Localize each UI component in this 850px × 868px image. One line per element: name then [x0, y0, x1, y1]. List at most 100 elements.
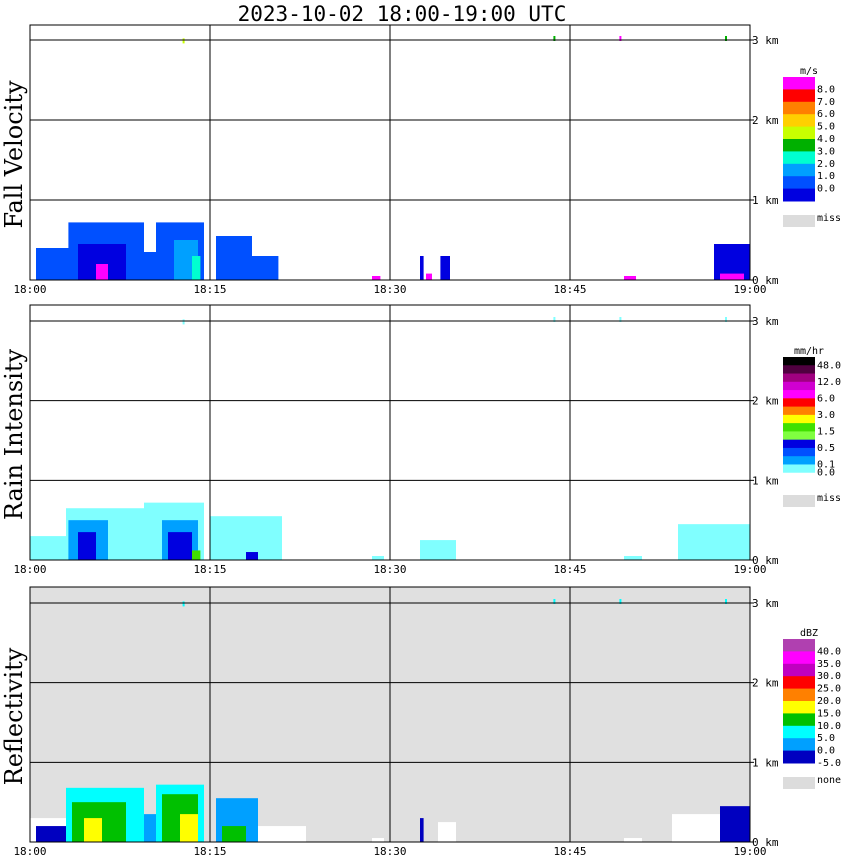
- reflectivity-echo-10: [222, 826, 246, 842]
- fall-velocity-legend-swatch-4: [783, 126, 815, 140]
- fall-velocity-legend-missing-swatch: [783, 215, 815, 227]
- rain-intensity-frame: [29, 304, 751, 561]
- rain-intensity-legend-unit: mm/hr: [794, 346, 824, 357]
- fall-velocity-ytick-label-1: 1 km: [752, 194, 779, 207]
- rain-intensity-echo-11: [420, 540, 456, 560]
- reflectivity-legend-label-6: 10.0: [817, 721, 841, 732]
- reflectivity-echo-13: [420, 818, 424, 842]
- reflectivity-legend-label-4: 20.0: [817, 696, 841, 707]
- reflectivity-echo-1: [36, 826, 72, 842]
- fall-velocity-xtick-label-2: 18:30: [373, 283, 406, 296]
- fall-velocity-legend-label-8: 0.0: [817, 184, 835, 195]
- fall-velocity-legend-label-3: 5.0: [817, 122, 835, 133]
- fall-velocity-echo-13: [426, 273, 432, 280]
- rain-intensity-echo-10: [372, 556, 384, 560]
- fall-velocity-echo-9: [252, 256, 279, 280]
- rain-intensity-axis-label: Rain Intensity: [0, 349, 28, 521]
- fall-velocity-legend-swatch-5: [783, 139, 815, 152]
- fall-velocity-legend-label-7: 1.0: [817, 171, 835, 182]
- reflectivity-echo-14: [438, 822, 456, 842]
- fall-velocity-echo-point-0: [182, 38, 185, 44]
- fall-velocity-legend-swatch-7: [783, 163, 815, 177]
- reflectivity-echo-8: [180, 814, 198, 842]
- fall-velocity-legend-swatch-8: [783, 176, 815, 190]
- rain-intensity-legend-label-4: 6.0: [817, 393, 835, 404]
- fall-velocity-legend-swatch-1: [783, 89, 815, 103]
- reflectivity-ytick-label-2: 2 km: [752, 677, 779, 690]
- reflectivity-ytick-label-0: 0 km: [752, 836, 779, 849]
- reflectivity-legend-label-0: 40.0: [817, 646, 841, 657]
- rain-intensity-echo-6: [168, 532, 192, 560]
- reflectivity-legend-swatch-0: [783, 639, 815, 652]
- rain-intensity-xtick-label-3: 18:45: [553, 563, 586, 576]
- rain-intensity-legend-label-10: 0.5: [817, 443, 835, 454]
- rain-intensity-xtick-label-0: 18:00: [13, 563, 46, 576]
- rain-intensity-echo-3: [78, 532, 96, 560]
- rain-intensity-legend-swatch-14: [783, 472, 815, 482]
- reflectivity-legend-label-7: 5.0: [817, 733, 835, 744]
- rain-intensity-legend-label-13: 0.0: [817, 468, 835, 479]
- reflectivity-echo-point-0: [182, 601, 185, 607]
- rain-intensity-echo-point-3: [725, 317, 727, 322]
- rain-intensity-echo-13: [678, 524, 750, 560]
- fall-velocity-ytick-label-0: 0 km: [752, 274, 779, 287]
- fall-velocity-legend-label-1: 7.0: [817, 97, 835, 108]
- rain-intensity-xtick-label-2: 18:30: [373, 563, 406, 576]
- fall-velocity-echo-11: [420, 256, 424, 280]
- reflectivity-legend-label-2: 30.0: [817, 671, 841, 682]
- reflectivity-echo-4: [84, 818, 102, 842]
- rain-intensity-ytick-label-1: 1 km: [752, 474, 779, 487]
- rain-intensity-legend-swatch-4: [783, 390, 815, 399]
- reflectivity-legend-swatch-3: [783, 676, 815, 690]
- fall-velocity-echo-7: [96, 264, 108, 280]
- rain-intensity-xtick-label-1: 18:15: [193, 563, 226, 576]
- rain-intensity-echo-point-1: [553, 317, 556, 322]
- rain-intensity-legend-swatch-10: [783, 439, 815, 449]
- rain-intensity-legend-missing-swatch: [783, 495, 815, 507]
- rain-intensity-ytick-label-0: 0 km: [752, 554, 779, 567]
- reflectivity-xtick-label-4: 19:00: [733, 845, 766, 858]
- reflectivity-xtick-label-3: 18:45: [553, 845, 586, 858]
- fall-velocity-legend-swatch-6: [783, 151, 815, 165]
- rain-intensity-legend-label-8: 1.5: [817, 426, 835, 437]
- fall-velocity-echo-16: [720, 273, 744, 280]
- fall-velocity-frame: [29, 24, 751, 281]
- chart-title: 2023-10-02 18:00-19:00 UTC: [238, 2, 567, 26]
- fall-velocity-legend-label-2: 6.0: [817, 109, 835, 120]
- fall-velocity-xtick-label-4: 19:00: [733, 283, 766, 296]
- fall-velocity-legend-label-0: 8.0: [817, 84, 835, 95]
- reflectivity-echo-12: [372, 838, 384, 842]
- fall-velocity-xtick-label-3: 18:45: [553, 283, 586, 296]
- rain-intensity-legend-label-0: 48.0: [817, 360, 841, 371]
- rain-intensity-legend-swatch-2: [783, 373, 815, 383]
- fall-velocity-echo-14: [624, 276, 636, 280]
- rain-intensity-echo-12: [624, 556, 642, 560]
- fall-velocity-ytick-label-3: 3 km: [752, 34, 779, 47]
- rain-intensity-legend-label-2: 12.0: [817, 377, 841, 388]
- rain-intensity-legend-swatch-3: [783, 381, 815, 391]
- reflectivity-legend-label-8: 0.0: [817, 746, 835, 757]
- reflectivity-legend-swatch-7: [783, 725, 815, 739]
- rain-intensity-legend-label-6: 3.0: [817, 410, 835, 421]
- fall-velocity-legend-label-6: 2.0: [817, 159, 835, 170]
- reflectivity-axis-label: Reflectivity: [0, 647, 28, 785]
- reflectivity-echo-point-2: [619, 599, 622, 604]
- reflectivity-legend-unit: dBZ: [800, 628, 818, 639]
- reflectivity-ytick-label-3: 3 km: [752, 597, 779, 610]
- rain-intensity-legend-swatch-11: [783, 447, 815, 457]
- fall-velocity-echo-10: [372, 276, 381, 280]
- rain-intensity-legend-swatch-13: [783, 464, 815, 474]
- reflectivity-legend-missing-label: none: [817, 775, 841, 786]
- reflectivity-xtick-label-1: 18:15: [193, 845, 226, 858]
- fall-velocity-legend-swatch-9: [783, 188, 815, 202]
- reflectivity-legend-label-1: 35.0: [817, 659, 841, 670]
- rain-intensity-legend-swatch-7: [783, 414, 815, 424]
- fall-velocity-echo-point-2: [619, 36, 622, 41]
- reflectivity-legend-label-9: -5.0: [817, 758, 841, 769]
- rain-intensity-legend-swatch-6: [783, 406, 815, 416]
- reflectivity-legend-swatch-4: [783, 688, 815, 702]
- reflectivity-ytick-label-1: 1 km: [752, 756, 779, 769]
- rain-intensity-echo-point-0: [182, 319, 185, 325]
- fall-velocity-legend-swatch-3: [783, 114, 815, 128]
